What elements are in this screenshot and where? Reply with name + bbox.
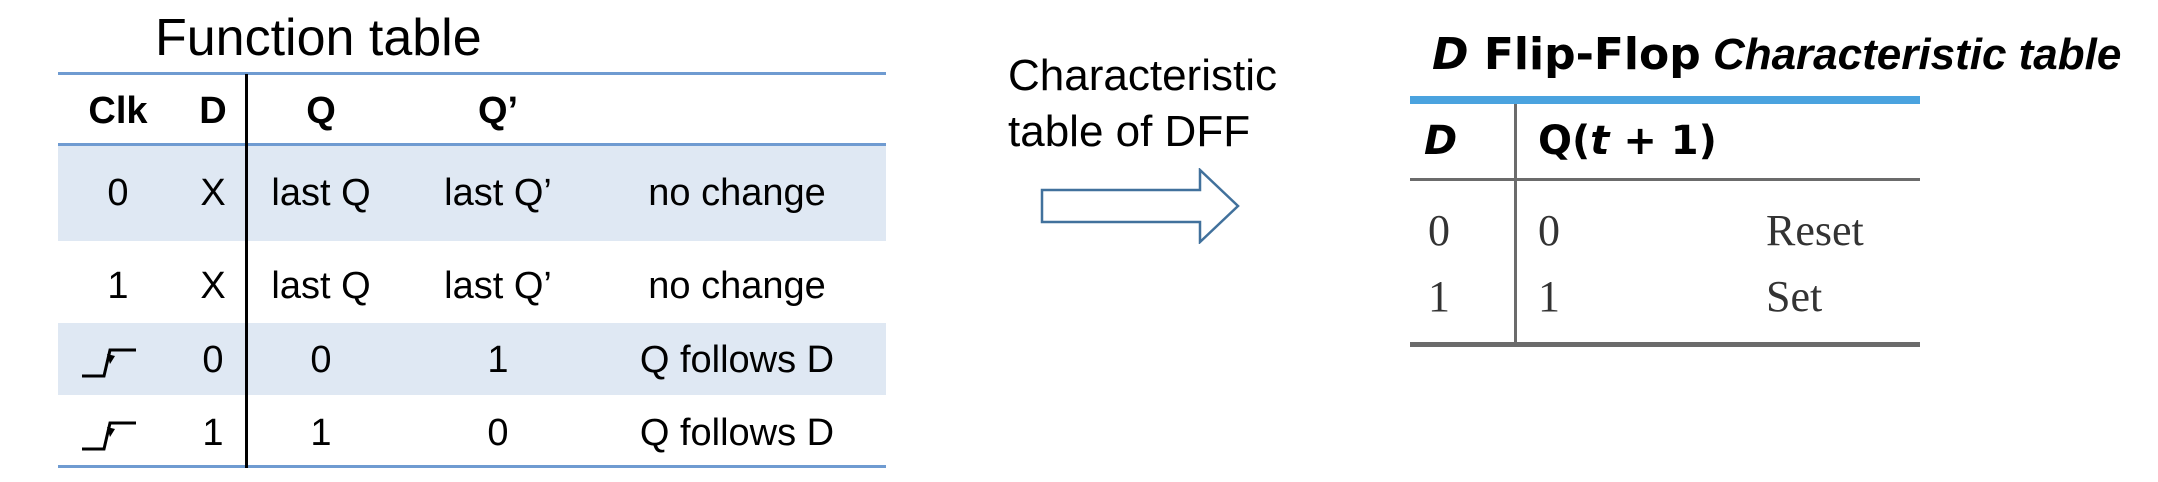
q-cell: last Q (271, 265, 371, 307)
table-row: 1 X last Q last Q’ no change (58, 251, 886, 321)
rising-edge-icon (82, 421, 136, 451)
note-cell: Q follows D (639, 339, 835, 381)
column-divider (1514, 104, 1517, 342)
header-rule (58, 143, 886, 146)
clk-cell (58, 398, 178, 468)
action-label: Set (1766, 272, 1823, 321)
clk-cell: 0 (107, 172, 129, 214)
column-divider (245, 74, 248, 468)
table-row: 1 1 0 Q follows D (58, 398, 886, 468)
characteristic-table-title: D Flip-Flop Characteristic table (1432, 28, 2121, 82)
note-cell: no change (648, 172, 826, 214)
title-characteristic-table: Characteristic table (1712, 30, 2122, 79)
q-prime-cell: last Q’ (444, 265, 552, 307)
header-clk: Clk (88, 90, 148, 132)
d-cell: X (200, 172, 226, 214)
title-flip-flop: Flip-Flop (1483, 29, 1701, 80)
d-cell: 1 (1428, 272, 1450, 321)
table-top-rule (58, 72, 886, 75)
row-band (58, 323, 886, 395)
table-row: 0 X last Q last Q’ no change (58, 158, 886, 228)
header-d: D (1424, 118, 1458, 164)
characteristic-table: D Q(t + 1) 0 0 Reset 1 1 Set (1410, 96, 1920, 356)
header-note (588, 76, 886, 146)
q-prime-cell: 1 (487, 339, 509, 381)
header-d: D (199, 90, 227, 132)
title-d: D (1432, 29, 1469, 80)
table-bottom-rule (58, 465, 886, 468)
clk-cell: 1 (107, 265, 129, 307)
annotation-label: Characteristic table of DFF (1008, 48, 1277, 160)
q-next-cell: 0 (1538, 206, 1560, 255)
q-next-cell: 1 (1538, 272, 1560, 321)
q-cell: last Q (271, 172, 371, 214)
annotation-line-1: Characteristic (1008, 51, 1277, 100)
header-q-next: Q(t + 1) (1538, 118, 1717, 164)
rising-edge-icon (82, 348, 136, 378)
d-cell: 1 (202, 412, 224, 454)
row-band (58, 145, 886, 241)
clk-cell (58, 325, 178, 395)
note-cell: Q follows D (639, 412, 835, 454)
right-arrow-icon (1040, 168, 1240, 244)
annotation-line-2: table of DFF (1008, 107, 1251, 156)
header-q: Q (306, 90, 336, 132)
header-rule (1410, 178, 1920, 181)
note-cell: no change (648, 265, 826, 307)
q-prime-cell: 0 (487, 412, 509, 454)
table-row: 0 0 1 Q follows D (58, 325, 886, 395)
q-cell: 0 (310, 339, 332, 381)
action-label: Reset (1766, 206, 1864, 255)
table-top-bar (1410, 96, 1920, 104)
q-prime-cell: last Q’ (444, 172, 552, 214)
q-cell: 1 (310, 412, 332, 454)
d-cell: 0 (202, 339, 224, 381)
d-cell: X (200, 265, 226, 307)
table-header-row: Clk D Q Q’ (58, 76, 886, 146)
d-cell: 0 (1428, 206, 1450, 255)
table-bottom-rule (1410, 342, 1920, 347)
function-table-title: Function table (155, 9, 482, 67)
header-q-prime: Q’ (477, 90, 519, 132)
